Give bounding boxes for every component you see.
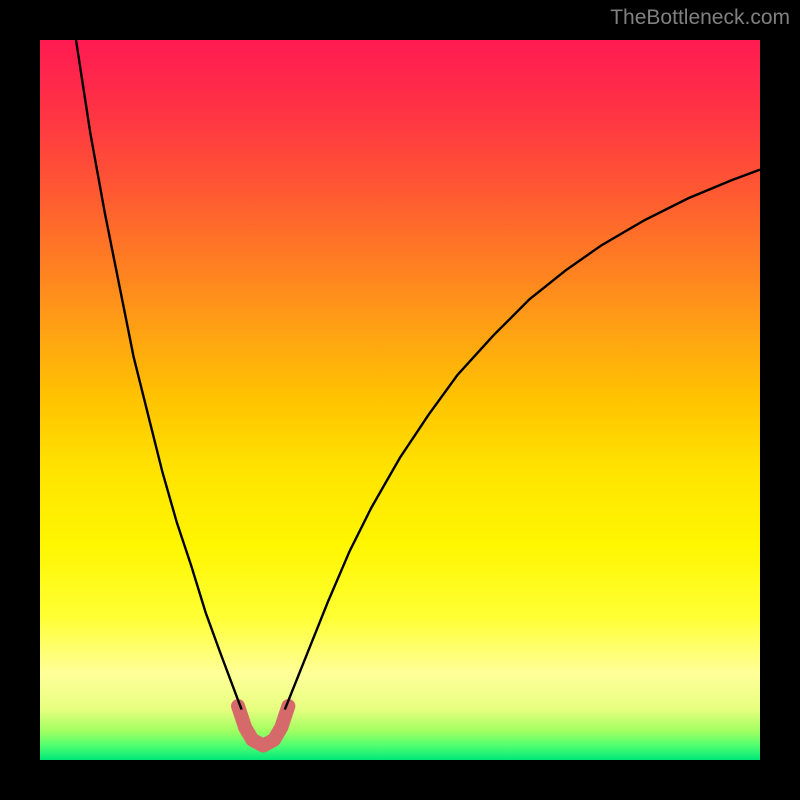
bottleneck-chart (40, 40, 760, 760)
curve-layer (40, 40, 760, 760)
right-curve (285, 170, 760, 710)
left-curve (76, 40, 242, 710)
watermark: TheBottleneck.com (610, 6, 790, 30)
valley-marker (238, 706, 288, 746)
